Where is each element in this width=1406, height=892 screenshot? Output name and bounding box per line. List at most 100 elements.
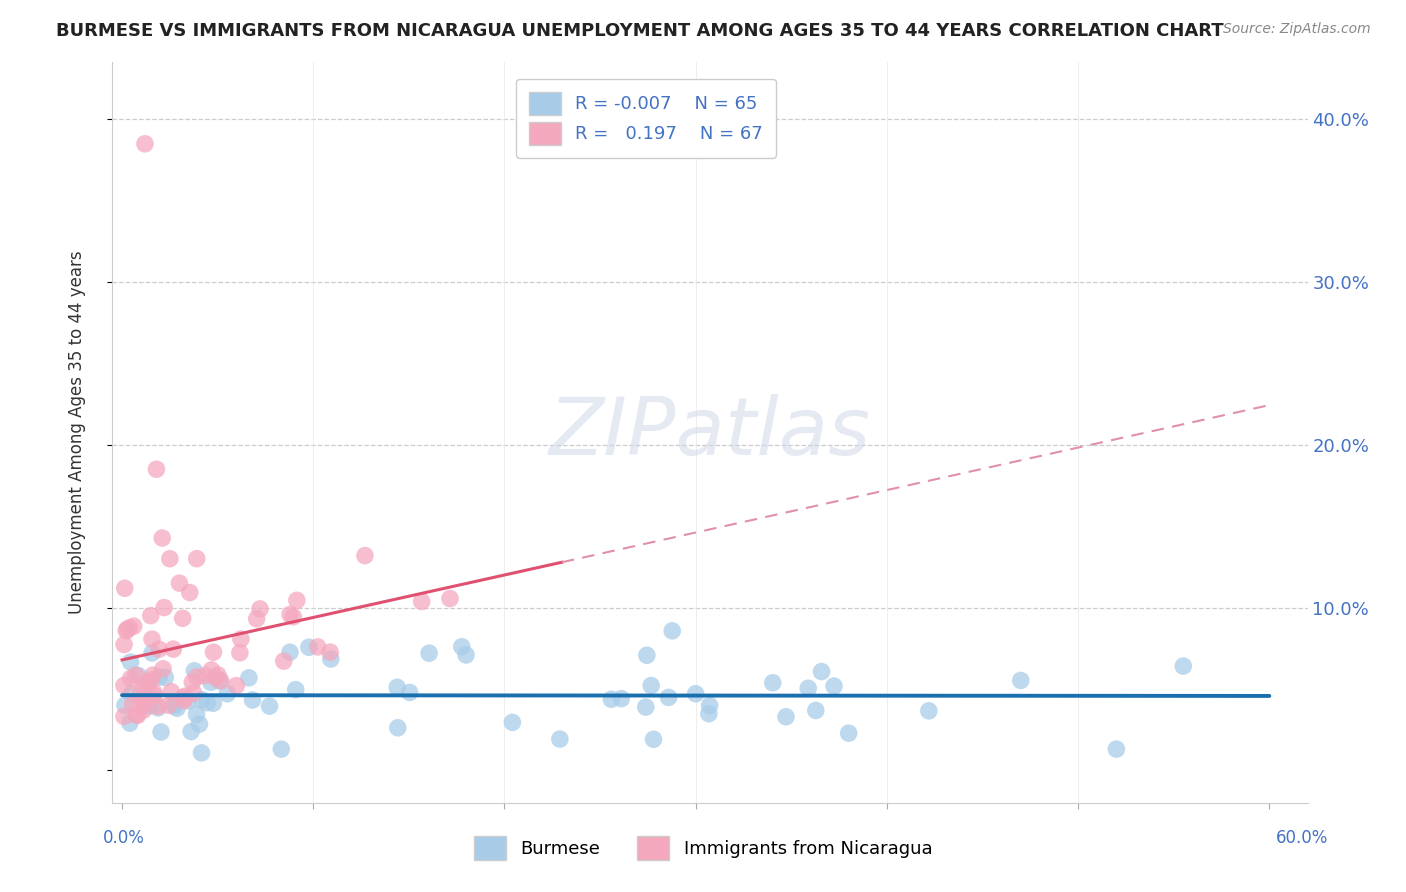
- Point: [152, 662, 174, 676]
- Point: [249, 602, 271, 616]
- Point: [163, 698, 186, 713]
- Point: [398, 685, 420, 699]
- Point: [148, 670, 170, 684]
- Point: [174, 690, 197, 704]
- Point: [132, 694, 155, 708]
- Point: [319, 645, 342, 659]
- Point: [202, 645, 225, 659]
- Point: [1105, 742, 1128, 756]
- Point: [208, 673, 231, 688]
- Point: [658, 690, 681, 705]
- Point: [146, 701, 169, 715]
- Point: [209, 673, 232, 688]
- Point: [450, 640, 472, 654]
- Point: [188, 717, 211, 731]
- Point: [166, 701, 188, 715]
- Point: [141, 632, 163, 646]
- Point: [180, 724, 202, 739]
- Text: Source: ZipAtlas.com: Source: ZipAtlas.com: [1223, 22, 1371, 37]
- Point: [138, 678, 160, 692]
- Point: [1010, 673, 1032, 688]
- Point: [1173, 659, 1195, 673]
- Point: [120, 672, 142, 686]
- Point: [129, 685, 152, 699]
- Point: [387, 721, 409, 735]
- Point: [387, 681, 409, 695]
- Point: [229, 632, 252, 646]
- Point: [194, 668, 217, 682]
- Point: [179, 585, 201, 599]
- Point: [121, 697, 143, 711]
- Point: [636, 648, 658, 663]
- Point: [115, 622, 138, 636]
- Point: [207, 668, 229, 682]
- Point: [183, 686, 205, 700]
- Point: [159, 551, 181, 566]
- Point: [238, 671, 260, 685]
- Point: [285, 593, 308, 607]
- Point: [418, 646, 440, 660]
- Point: [270, 742, 292, 756]
- Point: [202, 696, 225, 710]
- Point: [132, 703, 155, 717]
- Point: [283, 609, 305, 624]
- Point: [204, 671, 226, 685]
- Point: [162, 642, 184, 657]
- Point: [142, 668, 165, 682]
- Point: [284, 682, 307, 697]
- Point: [169, 576, 191, 591]
- Point: [810, 665, 832, 679]
- Point: [217, 687, 239, 701]
- Point: [600, 692, 623, 706]
- Text: ZIPatlas: ZIPatlas: [548, 393, 872, 472]
- Point: [804, 703, 827, 717]
- Point: [173, 693, 195, 707]
- Point: [132, 679, 155, 693]
- Point: [122, 619, 145, 633]
- Point: [118, 716, 141, 731]
- Point: [150, 531, 173, 545]
- Y-axis label: Unemployment Among Ages 35 to 44 years: Unemployment Among Ages 35 to 44 years: [67, 251, 86, 615]
- Point: [191, 693, 214, 707]
- Point: [229, 646, 252, 660]
- Point: [186, 707, 208, 722]
- Point: [640, 679, 662, 693]
- Point: [762, 675, 785, 690]
- Point: [172, 690, 194, 705]
- Point: [225, 679, 247, 693]
- Point: [128, 692, 150, 706]
- Point: [165, 696, 187, 710]
- Point: [242, 693, 264, 707]
- Point: [918, 704, 941, 718]
- Point: [127, 708, 149, 723]
- Point: [112, 679, 135, 693]
- Legend: R = -0.007    N = 65, R =   0.197    N = 67: R = -0.007 N = 65, R = 0.197 N = 67: [516, 78, 776, 158]
- Legend: Burmese, Immigrants from Nicaragua: Burmese, Immigrants from Nicaragua: [467, 830, 939, 867]
- Point: [685, 687, 707, 701]
- Point: [134, 696, 156, 710]
- Point: [259, 699, 281, 714]
- Point: [200, 663, 222, 677]
- Point: [186, 670, 208, 684]
- Point: [273, 654, 295, 668]
- Point: [454, 648, 477, 662]
- Point: [112, 638, 135, 652]
- Point: [120, 655, 142, 669]
- Point: [148, 699, 170, 714]
- Point: [181, 675, 204, 690]
- Point: [186, 551, 208, 566]
- Point: [153, 600, 176, 615]
- Point: [141, 673, 163, 687]
- Point: [150, 725, 173, 739]
- Point: [246, 612, 269, 626]
- Text: 0.0%: 0.0%: [103, 829, 145, 847]
- Point: [120, 687, 142, 701]
- Point: [172, 611, 194, 625]
- Point: [548, 732, 571, 747]
- Point: [125, 707, 148, 722]
- Point: [114, 698, 136, 713]
- Point: [307, 640, 329, 654]
- Point: [838, 726, 860, 740]
- Point: [112, 709, 135, 723]
- Point: [127, 668, 149, 682]
